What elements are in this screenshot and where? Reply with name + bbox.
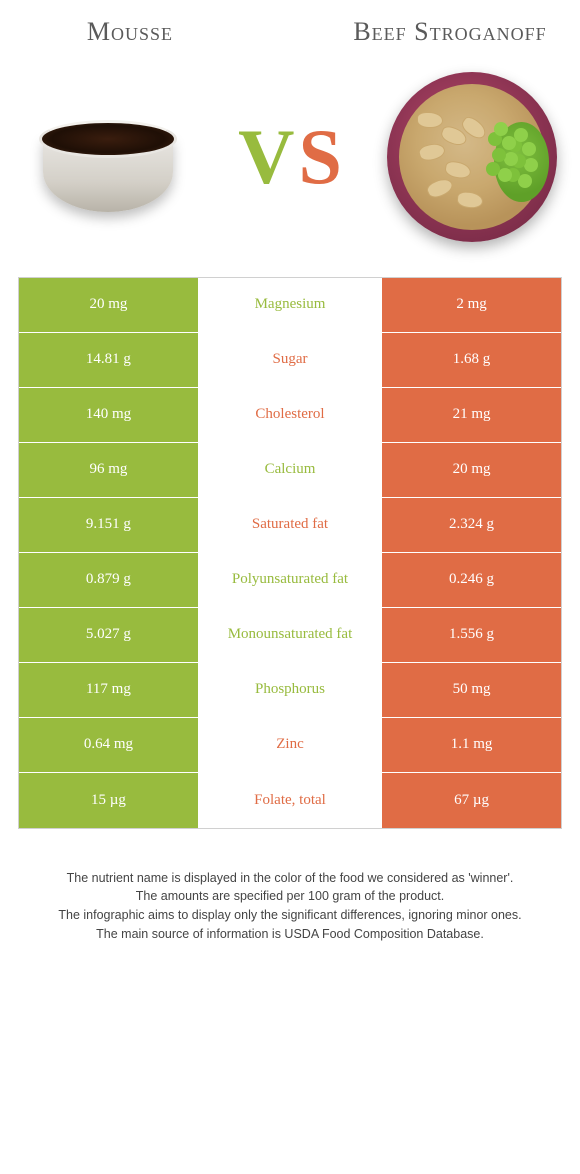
table-row: 117 mgPhosphorus50 mg — [19, 663, 561, 718]
vs-s: S — [298, 112, 341, 202]
nutrient-label: Calcium — [198, 443, 382, 497]
food-right-title: Beef Stroganoff — [350, 18, 550, 47]
left-value: 117 mg — [19, 663, 198, 717]
left-value: 14.81 g — [19, 333, 198, 387]
right-value: 2 mg — [382, 278, 561, 332]
food-right-image — [382, 67, 562, 247]
right-value: 1.556 g — [382, 608, 561, 662]
table-row: 140 mgCholesterol21 mg — [19, 388, 561, 443]
footer-line: The infographic aims to display only the… — [30, 906, 550, 925]
nutrient-label: Sugar — [198, 333, 382, 387]
left-value: 9.151 g — [19, 498, 198, 552]
food-left-title: Mousse — [30, 18, 230, 47]
vs-label: VS — [238, 112, 342, 202]
nutrient-label: Monounsaturated fat — [198, 608, 382, 662]
left-value: 0.64 mg — [19, 718, 198, 772]
right-value: 20 mg — [382, 443, 561, 497]
left-value: 20 mg — [19, 278, 198, 332]
table-row: 15 µgFolate, total67 µg — [19, 773, 561, 828]
left-value: 15 µg — [19, 773, 198, 828]
table-row: 14.81 gSugar1.68 g — [19, 333, 561, 388]
table-row: 0.879 gPolyunsaturated fat0.246 g — [19, 553, 561, 608]
nutrient-table: 20 mgMagnesium2 mg14.81 gSugar1.68 g140 … — [18, 277, 562, 829]
nutrient-label: Saturated fat — [198, 498, 382, 552]
left-value: 5.027 g — [19, 608, 198, 662]
left-value: 96 mg — [19, 443, 198, 497]
table-row: 96 mgCalcium20 mg — [19, 443, 561, 498]
footer-line: The nutrient name is displayed in the co… — [30, 869, 550, 888]
table-row: 9.151 gSaturated fat2.324 g — [19, 498, 561, 553]
right-value: 21 mg — [382, 388, 561, 442]
nutrient-label: Folate, total — [198, 773, 382, 828]
table-row: 0.64 mgZinc1.1 mg — [19, 718, 561, 773]
right-value: 1.1 mg — [382, 718, 561, 772]
nutrient-label: Magnesium — [198, 278, 382, 332]
nutrient-label: Phosphorus — [198, 663, 382, 717]
table-row: 5.027 gMonounsaturated fat1.556 g — [19, 608, 561, 663]
nutrient-label: Cholesterol — [198, 388, 382, 442]
nutrient-label: Zinc — [198, 718, 382, 772]
nutrient-label: Polyunsaturated fat — [198, 553, 382, 607]
left-value: 0.879 g — [19, 553, 198, 607]
footer-line: The amounts are specified per 100 gram o… — [30, 887, 550, 906]
footer-line: The main source of information is USDA F… — [30, 925, 550, 944]
left-value: 140 mg — [19, 388, 198, 442]
header: Mousse Beef Stroganoff — [0, 0, 580, 57]
stroganoff-plate-icon — [387, 72, 557, 242]
right-value: 2.324 g — [382, 498, 561, 552]
vs-v: V — [238, 112, 294, 202]
footer-notes: The nutrient name is displayed in the co… — [0, 829, 580, 944]
food-left-image — [18, 67, 198, 247]
mousse-bowl-icon — [33, 102, 183, 212]
right-value: 67 µg — [382, 773, 561, 828]
hero-row: VS — [0, 57, 580, 277]
right-value: 0.246 g — [382, 553, 561, 607]
right-value: 50 mg — [382, 663, 561, 717]
table-row: 20 mgMagnesium2 mg — [19, 278, 561, 333]
right-value: 1.68 g — [382, 333, 561, 387]
